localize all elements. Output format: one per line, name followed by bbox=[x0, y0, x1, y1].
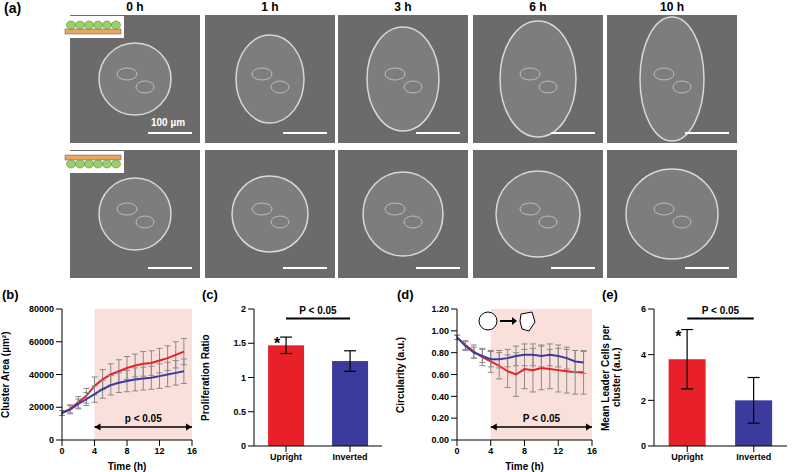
html-text:(d): (d) bbox=[397, 287, 414, 302]
svg-text:P < 0.05: P < 0.05 bbox=[702, 305, 740, 316]
svg-text:6: 6 bbox=[641, 304, 646, 314]
svg-text:0: 0 bbox=[641, 441, 646, 451]
svg-text:1: 1 bbox=[241, 373, 246, 383]
html-text:(b): (b) bbox=[2, 287, 19, 302]
svg-text:12: 12 bbox=[553, 446, 563, 456]
svg-text:0.20: 0.20 bbox=[431, 413, 449, 423]
svg-text:16: 16 bbox=[187, 446, 197, 456]
svg-text:Upright: Upright bbox=[270, 452, 302, 462]
svg-text:8: 8 bbox=[124, 446, 129, 456]
html-text:Circularity (a.u.): Circularity (a.u.) bbox=[395, 336, 406, 413]
html-text:1 h: 1 h bbox=[261, 0, 279, 14]
svg-text:Inverted: Inverted bbox=[736, 452, 771, 462]
html-text:0 h: 0 h bbox=[126, 0, 144, 14]
svg-text:1.00: 1.00 bbox=[431, 326, 449, 336]
svg-text:Upright: Upright bbox=[671, 452, 703, 462]
html-text:Mean Leader Cells per cluster: Mean Leader Cells per cluster (a.u.) bbox=[600, 324, 622, 431]
svg-text:*: * bbox=[274, 335, 281, 352]
svg-text:4: 4 bbox=[92, 446, 97, 456]
svg-text:*: * bbox=[675, 328, 682, 345]
svg-text:60000: 60000 bbox=[29, 337, 54, 347]
svg-text:Inverted: Inverted bbox=[332, 452, 367, 462]
svg-text:1.20: 1.20 bbox=[431, 304, 449, 314]
html-text:(c): (c) bbox=[202, 287, 218, 302]
svg-text:Time (h): Time (h) bbox=[108, 461, 147, 472]
svg-text:P < 0.05: P < 0.05 bbox=[299, 305, 337, 316]
html-text:100 µm: 100 µm bbox=[150, 117, 186, 128]
svg-text:0.5: 0.5 bbox=[233, 407, 246, 417]
html-text:(e): (e) bbox=[602, 287, 618, 302]
svg-text:40000: 40000 bbox=[29, 370, 54, 380]
svg-text:4: 4 bbox=[641, 350, 646, 360]
svg-text:0.40: 0.40 bbox=[431, 392, 449, 402]
svg-text:20000: 20000 bbox=[29, 402, 54, 412]
svg-text:0: 0 bbox=[454, 446, 459, 456]
html-text:Proliferation Ratio: Proliferation Ratio bbox=[200, 334, 211, 421]
svg-text:0: 0 bbox=[241, 441, 246, 451]
svg-text:8: 8 bbox=[522, 446, 527, 456]
svg-text:0: 0 bbox=[49, 435, 54, 445]
svg-text:2: 2 bbox=[241, 304, 246, 314]
html-text:3 h: 3 h bbox=[394, 0, 412, 14]
html-text:Cluster Area (µm²): Cluster Area (µm²) bbox=[0, 331, 11, 418]
svg-text:1.5: 1.5 bbox=[233, 338, 246, 348]
html-text:10 h: 10 h bbox=[660, 0, 684, 14]
svg-text:P < 0.05: P < 0.05 bbox=[523, 413, 561, 424]
svg-text:4: 4 bbox=[488, 446, 493, 456]
svg-text:16: 16 bbox=[587, 446, 597, 456]
html-text:6 h: 6 h bbox=[529, 0, 547, 14]
html-text:(a): (a) bbox=[4, 0, 22, 16]
svg-text:Time (h): Time (h) bbox=[505, 461, 544, 472]
svg-text:0.60: 0.60 bbox=[431, 370, 449, 380]
svg-text:0.80: 0.80 bbox=[431, 348, 449, 358]
svg-text:p < 0.05: p < 0.05 bbox=[125, 413, 162, 424]
svg-text:80000: 80000 bbox=[29, 304, 54, 314]
svg-text:2: 2 bbox=[641, 396, 646, 406]
svg-text:0.00: 0.00 bbox=[431, 435, 449, 445]
svg-text:12: 12 bbox=[154, 446, 164, 456]
svg-text:0: 0 bbox=[59, 446, 64, 456]
